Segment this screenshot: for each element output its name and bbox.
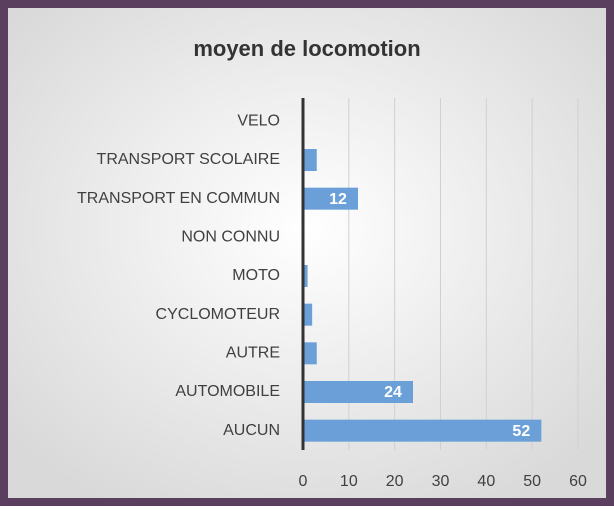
y-tick-label: AUTOMOBILE: [175, 383, 280, 400]
data-label: 52: [512, 423, 530, 440]
panel: [8, 8, 606, 498]
x-tick-label: 10: [340, 473, 358, 490]
bar: [304, 381, 413, 403]
y-tick-label: TRANSPORT SCOLAIRE: [97, 151, 280, 168]
y-tick-label: AUCUN: [223, 422, 280, 439]
bar: [304, 187, 358, 210]
bar: [304, 342, 317, 365]
x-tick-label: 50: [523, 473, 541, 490]
y-tick-label: AUTRE: [226, 345, 280, 362]
y-tick-label: TRANSPORT EN COMMUN: [77, 190, 280, 207]
bar: [304, 265, 308, 287]
data-label: 12: [329, 191, 347, 208]
bar: [304, 303, 313, 326]
x-tick-label: 40: [477, 473, 495, 490]
x-tick-label: 20: [386, 473, 404, 490]
y-tick-label: VELO: [237, 113, 280, 130]
x-tick-label: 0: [299, 473, 308, 490]
x-tick-label: 30: [432, 473, 450, 490]
data-label: 24: [384, 384, 402, 401]
bar: [304, 149, 317, 171]
y-tick-label: NON CONNU: [181, 229, 280, 246]
bar: [304, 419, 542, 442]
y-tick-label: MOTO: [232, 267, 280, 284]
chart-title: moyen de locomotion: [193, 36, 420, 61]
x-tick-label: 60: [569, 473, 587, 490]
y-tick-label: CYCLOMOTEUR: [156, 306, 280, 323]
